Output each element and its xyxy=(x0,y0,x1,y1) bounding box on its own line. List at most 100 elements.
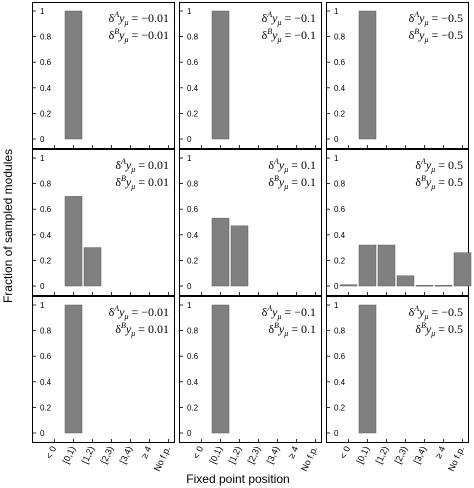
x-category-label: No f.p. xyxy=(152,445,172,473)
y-tick-label: 1 xyxy=(40,301,45,310)
y-tick-label: 0.2 xyxy=(334,403,346,412)
y-tick-label: 0.8 xyxy=(187,33,199,42)
panel-annotation-b: δByμ = −0.01 xyxy=(109,27,169,44)
panel-annotation-b: δByμ = 0.01 xyxy=(115,321,169,338)
bar-3 xyxy=(377,244,396,287)
y-tick-label: 0 xyxy=(334,282,339,291)
y-tick-label: 0.6 xyxy=(334,352,346,361)
panel-annotation-a: δAyμ = −0.01 xyxy=(109,304,169,321)
x-category-label: [1,2) xyxy=(80,445,97,466)
y-tick-label: 0.4 xyxy=(40,84,52,93)
y-tick-label: 1 xyxy=(334,154,339,163)
y-tick-label: 0.2 xyxy=(187,403,199,412)
panel-annotation-b: δByμ = 0.1 xyxy=(268,321,316,338)
x-category-label: ≥ 4 xyxy=(433,445,447,461)
y-axis-title: Fraction of sampled modules xyxy=(1,149,15,303)
x-category-label: [3,4) xyxy=(118,445,135,466)
y-tick-label: 0.2 xyxy=(334,109,346,118)
panel-frame xyxy=(326,149,469,296)
x-category-label: < 0 xyxy=(44,445,58,461)
y-tick-label: 1 xyxy=(187,154,192,163)
y-tick-label: 0 xyxy=(40,429,45,438)
bar-2 xyxy=(358,10,377,140)
y-tick-label: 0.2 xyxy=(187,109,199,118)
y-tick-label: 0.2 xyxy=(187,256,199,265)
x-category-label: [2,3) xyxy=(393,445,410,466)
y-tick-label: 0.2 xyxy=(40,256,52,265)
y-tick-label: 0.2 xyxy=(40,403,52,412)
x-category-label: [0,1) xyxy=(355,445,372,466)
y-tick-label: 0.6 xyxy=(187,205,199,214)
panel-frame xyxy=(32,2,175,149)
y-tick-label: 1 xyxy=(40,7,45,16)
panel-frame xyxy=(326,296,469,443)
x-category-label: ≥ 4 xyxy=(139,445,153,461)
y-tick-label: 1 xyxy=(334,7,339,16)
x-category-label: [3,4) xyxy=(412,445,429,466)
bar-2 xyxy=(358,244,377,287)
y-tick-label: 0.6 xyxy=(334,205,346,214)
y-tick-label: 0.6 xyxy=(187,58,199,67)
panel-frame xyxy=(179,149,322,296)
x-category-label: [0,1) xyxy=(61,445,78,466)
panel-annotation-a: δAyμ = −0.01 xyxy=(109,10,169,27)
y-tick-label: 0.8 xyxy=(187,327,199,336)
y-tick-label: 0 xyxy=(187,135,192,144)
y-tick-label: 1 xyxy=(187,7,192,16)
y-tick-label: 0.8 xyxy=(334,33,346,42)
panel-annotation-b: δByμ = 0.5 xyxy=(415,321,463,338)
y-tick-label: 0.6 xyxy=(40,352,52,361)
bar-2 xyxy=(64,10,83,140)
y-tick-label: 0 xyxy=(334,135,339,144)
x-category-label: [1,2) xyxy=(374,445,391,466)
panel-annotation-b: δByμ = 0.1 xyxy=(268,174,316,191)
y-tick-label: 0.4 xyxy=(334,231,346,240)
y-tick-label: 1 xyxy=(40,154,45,163)
panel-frame xyxy=(326,2,469,149)
panel-annotation-b: δByμ = 0.01 xyxy=(115,174,169,191)
y-tick-label: 0.8 xyxy=(40,180,52,189)
panel-annotation-a: δAyμ = −0.5 xyxy=(409,10,463,27)
panel-annotation-a: δAyμ = −0.1 xyxy=(262,10,316,27)
bar-3 xyxy=(83,247,102,287)
y-tick-label: 0 xyxy=(187,282,192,291)
y-tick-label: 0.4 xyxy=(334,84,346,93)
x-category-label: ≥ 4 xyxy=(286,445,300,461)
panel-annotation-b: δByμ = 0.5 xyxy=(415,174,463,191)
y-tick-label: 0.8 xyxy=(334,327,346,336)
y-tick-label: 0.8 xyxy=(334,180,346,189)
panel-annotation-a: δAyμ = 0.5 xyxy=(415,157,463,174)
panel-frame xyxy=(32,296,175,443)
y-tick-label: 0.6 xyxy=(334,58,346,67)
panel-annotation-a: δAyμ = 0.1 xyxy=(268,157,316,174)
panel-annotation-b: δByμ = −0.1 xyxy=(262,27,316,44)
y-tick-label: 0.6 xyxy=(187,352,199,361)
bar-5 xyxy=(415,285,434,287)
y-tick-label: 0.8 xyxy=(40,33,52,42)
panel-annotation-a: δAyμ = −0.5 xyxy=(409,304,463,321)
bar-1 xyxy=(339,284,358,287)
panel-frame xyxy=(179,2,322,149)
y-tick-label: 0 xyxy=(40,282,45,291)
bar-2 xyxy=(211,10,230,140)
bar-2 xyxy=(64,304,83,434)
panel-annotation-a: δAyμ = −0.1 xyxy=(262,304,316,321)
bar-2 xyxy=(358,304,377,434)
x-category-label: < 0 xyxy=(191,445,205,461)
bar-2 xyxy=(211,304,230,434)
y-tick-label: 0 xyxy=(334,429,339,438)
panel-annotation-a: δAyμ = 0.01 xyxy=(115,157,169,174)
y-tick-label: 0.4 xyxy=(40,231,52,240)
y-tick-label: 0 xyxy=(187,429,192,438)
x-category-label: [1,2) xyxy=(227,445,244,466)
y-tick-label: 0.2 xyxy=(40,109,52,118)
y-tick-label: 0.4 xyxy=(187,378,199,387)
y-tick-label: 1 xyxy=(334,301,339,310)
